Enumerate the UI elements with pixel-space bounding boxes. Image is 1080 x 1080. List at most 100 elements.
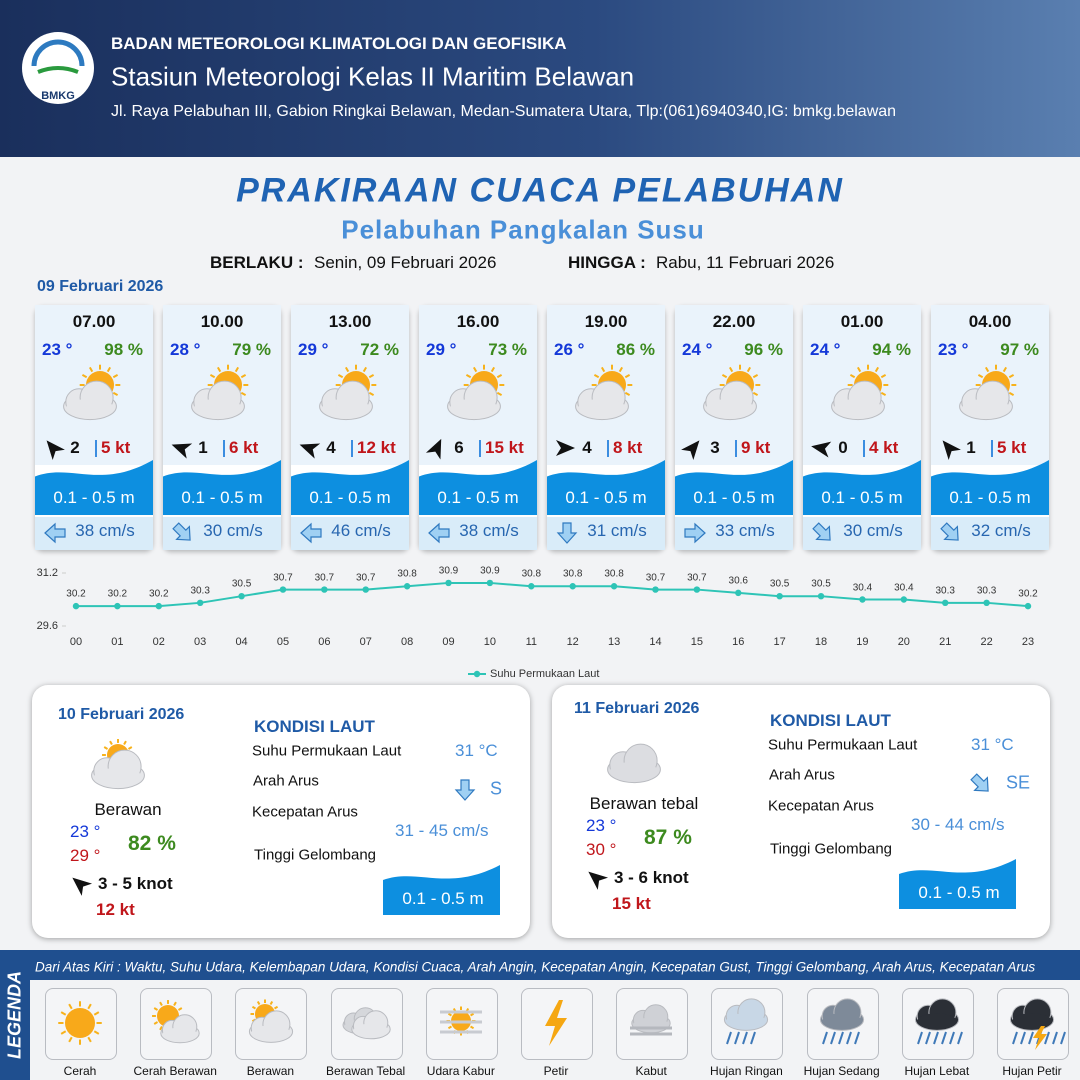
sun-ray	[209, 373, 216, 379]
cloud-part	[193, 398, 243, 419]
rain	[726, 1031, 733, 1045]
panel-condition: Berawan	[94, 800, 162, 819]
to-label: HINGGA :	[568, 253, 646, 272]
card-humidity: 79 %	[232, 340, 271, 359]
x-tick-label: 10	[483, 636, 497, 648]
wave	[163, 460, 281, 515]
sun-ray	[109, 740, 113, 746]
wind-arrow	[171, 443, 193, 459]
legend-item-label: Berawan	[246, 1064, 295, 1078]
data-point	[569, 583, 576, 590]
x-tick-label: 22	[980, 636, 993, 648]
card-wind-speed: 3	[710, 438, 720, 457]
card-wave: 0.1 - 0.5 m	[181, 488, 263, 507]
rain	[821, 1031, 828, 1045]
panel-humidity: 87 %	[644, 826, 692, 849]
sun-ray	[68, 1036, 73, 1043]
sun-ray	[624, 391, 631, 397]
card-graphics	[163, 305, 281, 550]
station: Stasiun Meteorologi Kelas II Maritim Bel…	[111, 61, 635, 92]
sun-ray	[977, 373, 984, 379]
bolt	[545, 1000, 567, 1046]
cloud	[724, 998, 769, 1031]
cloud-part	[449, 398, 499, 419]
x-tick-label: 08	[401, 636, 414, 648]
card-current: 33 cm/s	[715, 521, 775, 540]
rain	[1060, 1031, 1066, 1045]
sst-label: Suhu Permukaan Laut	[768, 736, 918, 754]
card-time: 16.00	[456, 312, 500, 331]
legend-icon	[439, 1006, 482, 1036]
sun-ray	[849, 373, 856, 379]
cloud	[249, 1010, 294, 1043]
sun-ray	[81, 373, 88, 379]
sun-ray	[752, 373, 759, 379]
sun-ray	[344, 366, 350, 373]
cloud-part	[251, 1025, 292, 1042]
to-date: Rabu, 11 Februari 2026	[656, 253, 835, 272]
legend-icon	[249, 999, 294, 1043]
card-time: 13.00	[328, 312, 372, 331]
sun-ray	[88, 366, 94, 373]
card-wind-speed: 6	[454, 438, 464, 457]
card-gust: 12 kt	[357, 438, 396, 457]
rain	[940, 1031, 947, 1045]
card-current: 38 cm/s	[459, 521, 519, 540]
panel-wind-icon	[588, 871, 609, 890]
wind-arrow	[681, 440, 700, 461]
panel-temp-max: 30 °	[586, 840, 617, 859]
cloud	[319, 380, 373, 421]
current-dir: SE	[1006, 772, 1031, 793]
card-temp: 26 °	[554, 340, 585, 359]
panel-gust: 15 kt	[612, 894, 651, 913]
sun-ray	[87, 1036, 92, 1043]
card-humidity: 97 %	[1000, 340, 1039, 359]
card-humidity: 96 %	[744, 340, 783, 359]
data-label: 30.5	[231, 578, 252, 590]
legend-item-label: Cerah	[63, 1064, 97, 1078]
current-arrow	[556, 522, 578, 544]
legend-icon	[545, 1000, 567, 1046]
sun-ray	[103, 746, 109, 750]
legend-icon	[342, 1007, 391, 1040]
card-temp: 24 °	[682, 340, 713, 359]
card-gust: 5 kt	[101, 438, 131, 457]
current-speed: 31 - 45 cm/s	[395, 821, 489, 840]
sst-label: Suhu Permukaan Laut	[252, 742, 402, 760]
legend-item-label: Hujan Petir	[1002, 1064, 1062, 1078]
cloud-part	[961, 398, 1011, 419]
cloud-part	[577, 398, 627, 419]
cloud-part	[609, 761, 659, 782]
agency: BADAN METEOROLOGI KLIMATOLOGI DAN GEOFIS…	[111, 34, 567, 53]
wind-arrow	[72, 877, 93, 896]
sun-ray	[93, 1011, 100, 1016]
sun-ray	[593, 373, 600, 379]
data-label: 30.7	[356, 572, 376, 584]
data-label: 30.8	[604, 568, 624, 580]
x-tick-label: 04	[235, 636, 248, 648]
sun-ray	[490, 366, 496, 373]
sun-ray	[60, 1011, 67, 1016]
sun-ray	[746, 366, 752, 373]
card-wave: 0.1 - 0.5 m	[309, 488, 391, 507]
panel-wave-value: 0.1 - 0.5 m	[918, 883, 1000, 902]
wave	[899, 859, 1016, 909]
panel-wind: 3 - 6 knot	[614, 868, 689, 887]
sun-ray	[368, 391, 375, 397]
data-label: 30.9	[438, 565, 459, 577]
sun-ray	[447, 1025, 452, 1030]
card-current: 30 cm/s	[843, 521, 903, 540]
x-tick-label: 21	[939, 636, 952, 648]
cloud	[350, 1010, 391, 1040]
card-time: 22.00	[712, 312, 756, 331]
wind-arrow	[556, 440, 575, 456]
wave	[291, 460, 409, 515]
rain	[1044, 1031, 1050, 1045]
wave-area	[931, 460, 1049, 515]
y-tick-label: 31.2	[36, 567, 58, 579]
bolt	[1033, 1026, 1047, 1050]
cloud	[914, 998, 959, 1031]
panel-gust: 12 kt	[96, 900, 135, 919]
sun-ray	[112, 373, 119, 379]
data-label: 30.2	[149, 588, 169, 600]
